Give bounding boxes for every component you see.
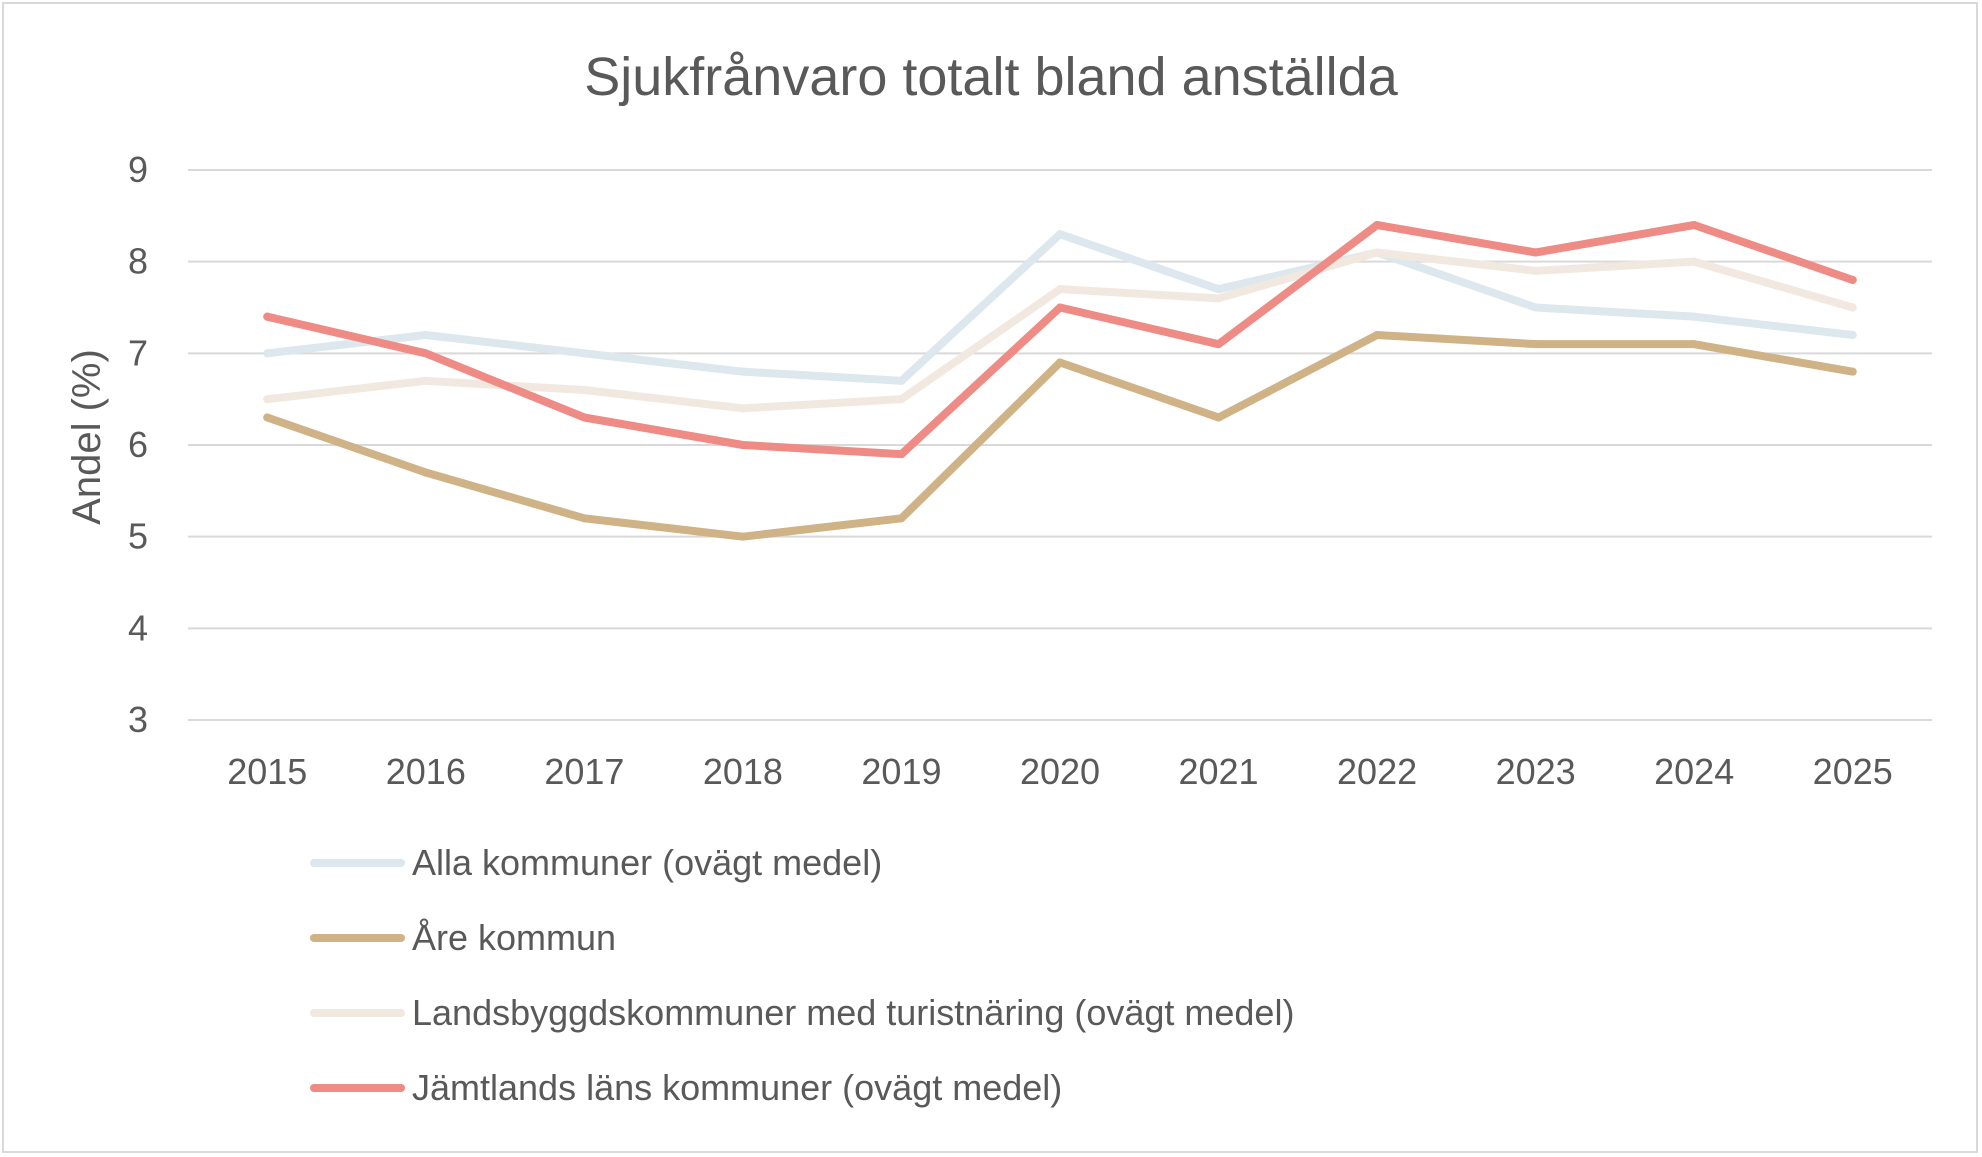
x-axis-ticks: 2015 2016 2017 2018 2019 2020 2021 2022 2023 2024… — [227, 751, 1893, 792]
data-point — [580, 349, 589, 358]
data-point — [421, 331, 430, 339]
data-point — [1056, 358, 1064, 367]
y-axis-label: Andel (%) — [65, 349, 109, 525]
data-point — [263, 312, 272, 321]
series-lines — [263, 221, 1857, 541]
x-tick-label: 2023 — [1496, 751, 1576, 792]
data-point — [580, 413, 589, 422]
data-point — [1531, 340, 1540, 349]
y-tick-label: 3 — [128, 699, 148, 740]
data-point — [1848, 303, 1857, 312]
y-tick-label: 5 — [128, 516, 148, 557]
x-tick-label: 2017 — [544, 751, 624, 792]
data-point — [1690, 340, 1699, 349]
data-point — [263, 395, 272, 404]
data-point — [1690, 312, 1699, 321]
x-tick-label: 2015 — [227, 751, 307, 792]
data-point — [263, 413, 272, 422]
data-point — [421, 349, 430, 358]
data-point — [421, 468, 430, 477]
x-tick-label: 2021 — [1178, 751, 1258, 792]
data-point — [738, 532, 747, 541]
data-point — [421, 376, 430, 385]
x-tick-label: 2018 — [703, 751, 783, 792]
data-point — [897, 514, 906, 523]
legend-label: Jämtlands läns kommuner (ovägt medel) — [412, 1067, 1062, 1108]
data-point — [1531, 303, 1540, 312]
data-point — [1214, 413, 1223, 422]
data-point — [1214, 285, 1223, 294]
data-point — [1690, 257, 1699, 266]
data-point — [1531, 248, 1540, 257]
data-point — [1056, 230, 1064, 239]
x-tick-label: 2020 — [1020, 751, 1100, 792]
legend: Alla kommuner (ovägt medel) Åre kommun Lan… — [310, 842, 1294, 1108]
x-tick-label: 2022 — [1337, 751, 1417, 792]
data-point — [1214, 340, 1223, 349]
data-point — [580, 386, 589, 394]
data-point — [738, 441, 747, 449]
y-tick-label: 6 — [128, 424, 148, 465]
y-tick-label: 8 — [128, 241, 148, 282]
y-axis-ticks: 3 4 5 6 7 8 9 — [128, 149, 148, 740]
data-point — [897, 376, 906, 385]
gridlines — [188, 169, 1932, 721]
data-point — [738, 404, 747, 413]
data-point — [1690, 221, 1699, 229]
legend-label: Alla kommuner (ovägt medel) — [412, 842, 882, 883]
data-point — [738, 367, 747, 376]
data-point — [1373, 248, 1382, 257]
data-point — [897, 395, 906, 404]
x-tick-label: 2024 — [1654, 751, 1734, 792]
data-point — [1056, 303, 1064, 312]
series-line-4 — [263, 221, 1857, 459]
legend-label: Åre kommun — [412, 917, 616, 958]
data-point — [263, 349, 272, 358]
y-tick-label: 9 — [128, 149, 148, 190]
data-point — [1848, 276, 1857, 284]
data-point — [1848, 331, 1857, 339]
y-tick-label: 4 — [128, 607, 148, 648]
x-tick-label: 2016 — [386, 751, 466, 792]
data-point — [1373, 331, 1382, 339]
data-point — [1056, 285, 1064, 294]
data-point — [580, 514, 589, 523]
chart-title: Sjukfrånvaro totalt bland anställda — [584, 47, 1398, 107]
x-tick-label: 2025 — [1813, 751, 1893, 792]
data-point — [1848, 367, 1857, 376]
legend-label: Landsbyggdskommuner med turistnäring (ov… — [412, 992, 1294, 1033]
data-point — [1214, 294, 1223, 303]
data-point — [897, 450, 906, 459]
data-point — [1373, 221, 1382, 229]
data-point — [1531, 266, 1540, 275]
x-tick-label: 2019 — [861, 751, 941, 792]
y-tick-label: 7 — [128, 332, 148, 373]
